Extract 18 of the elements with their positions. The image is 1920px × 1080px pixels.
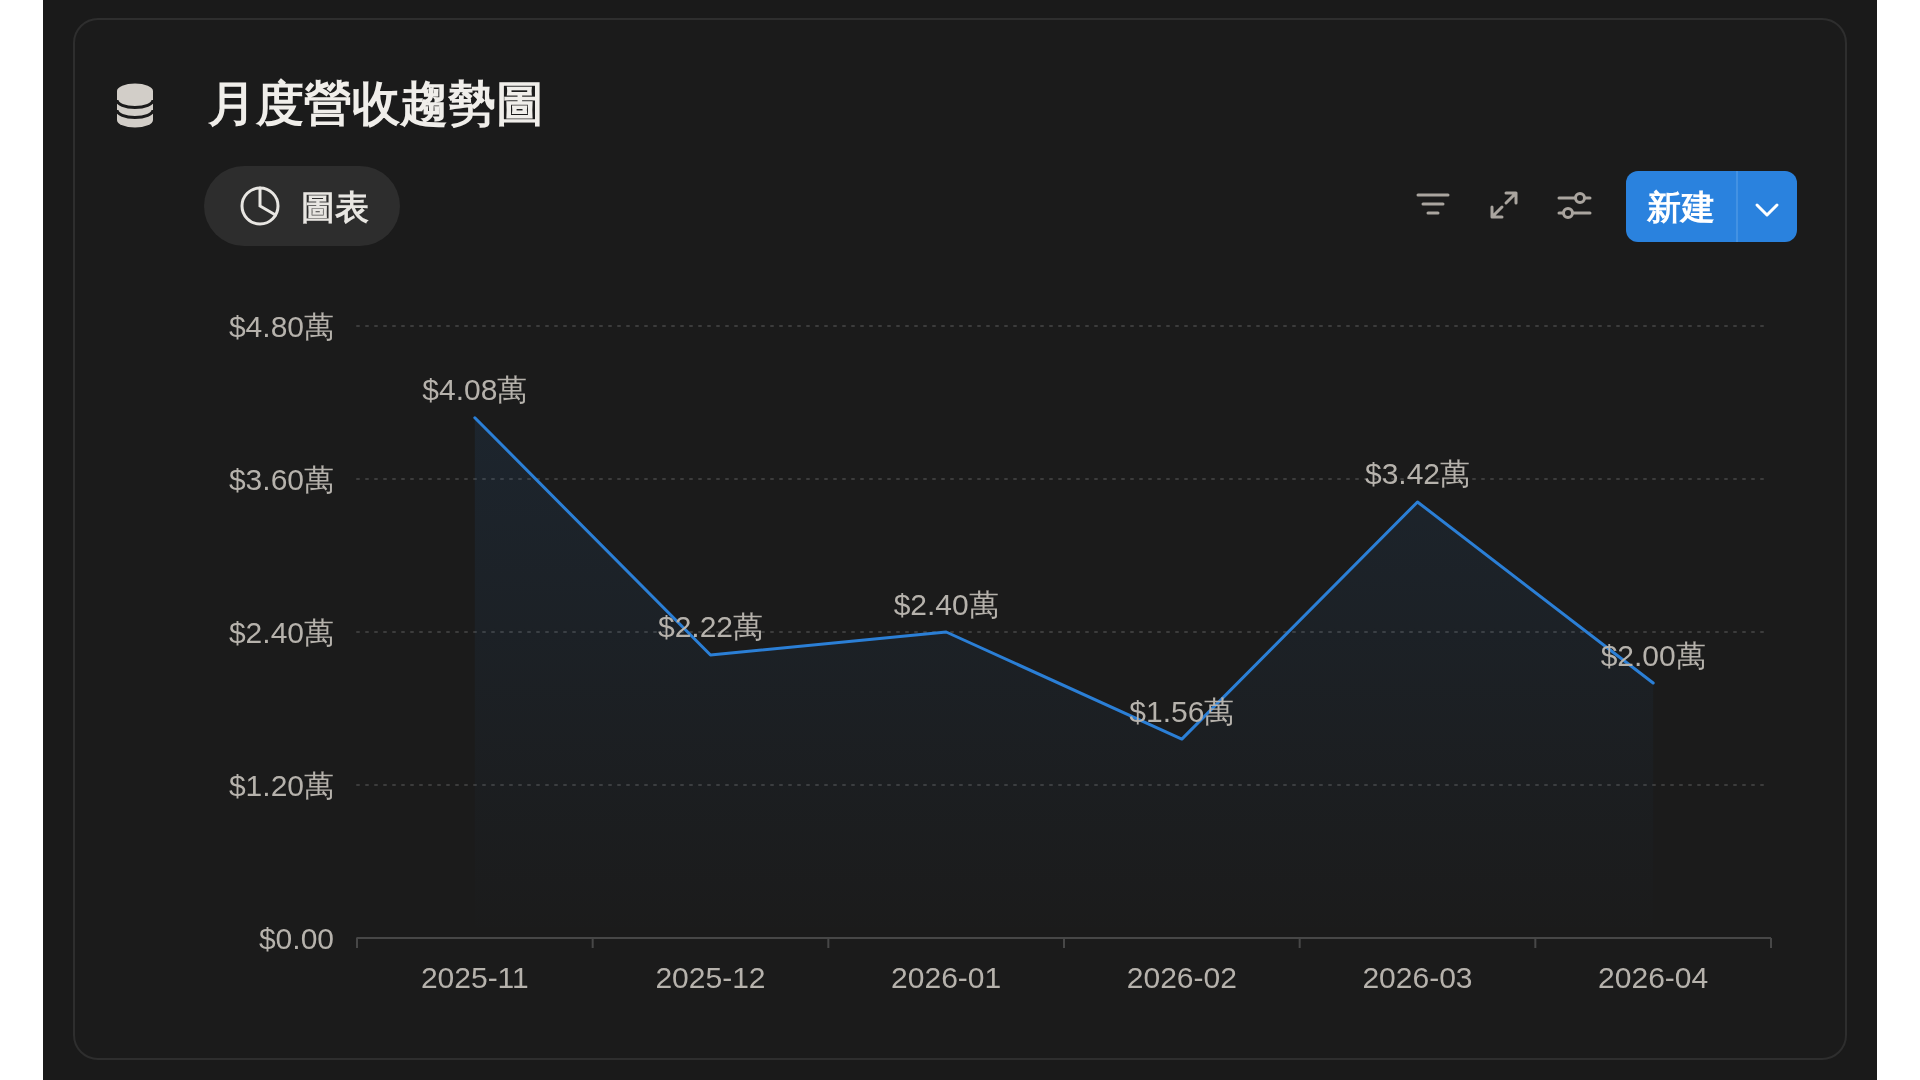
y-tick-label: $1.20萬 [228, 768, 334, 802]
y-tick-label: $3.60萬 [228, 462, 334, 496]
x-tick-label: 2026-02 [1126, 960, 1237, 994]
control-chart-tab: 圖表 [204, 166, 400, 246]
chart-title: 月度營收趨勢圖 [207, 76, 544, 130]
data-label: $4.08萬 [422, 373, 528, 407]
x-tick-label: 2026-01 [891, 960, 1002, 994]
y-tick-label: $2.40萬 [228, 615, 334, 649]
x-tick-label: 2026-03 [1362, 960, 1473, 994]
data-label: $1.56萬 [1129, 694, 1235, 728]
x-tick-label: 2025-12 [655, 960, 766, 994]
data-label: $3.42萬 [1364, 457, 1471, 491]
x-tick-label: 2025-11 [420, 960, 529, 994]
x-tick-label: 2026-04 [1598, 960, 1709, 994]
data-label: $2.40萬 [893, 587, 999, 621]
y-tick-label: $4.80萬 [228, 309, 334, 343]
y-tick-label: $0.00 [258, 921, 334, 955]
control-new-button: 新建 [1626, 170, 1797, 243]
